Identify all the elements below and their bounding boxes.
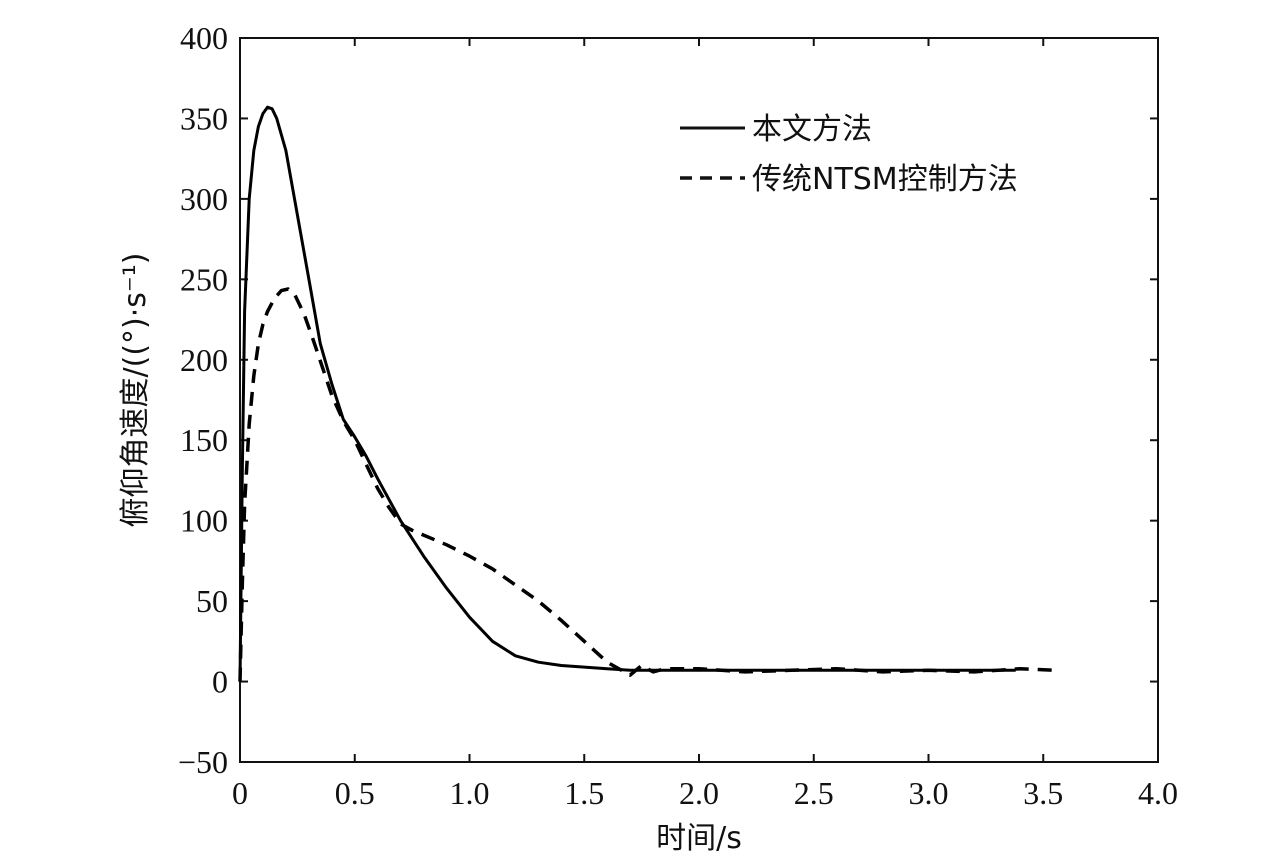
y-tick-label: 250 [180, 261, 228, 297]
y-tick-label: 200 [180, 342, 228, 378]
x-tick-label: 1.5 [564, 775, 604, 811]
x-tick-label: 3.5 [1023, 775, 1063, 811]
y-tick-label: 50 [196, 583, 228, 619]
ticks-layer: 0 0.5 1.0 1.5 2.0 2.5 3.0 3.5 4.0 400 350 300 250 200… [178, 20, 1178, 811]
y-tick-label: −50 [178, 744, 228, 780]
series-line-2 [238, 287, 1058, 682]
x-tick-label: 4.0 [1138, 775, 1178, 811]
y-tick-label: 0 [212, 664, 228, 700]
legend: 本文方法 传统NTSM控制方法 [680, 112, 1018, 197]
x-tick-label: 2.5 [794, 775, 834, 811]
series-layer [238, 105, 1058, 682]
x-tick-label: 0.5 [335, 775, 375, 811]
x-tick-label: 0 [232, 775, 248, 811]
x-tick-label: 3.0 [909, 775, 949, 811]
y-tick-label: 350 [180, 100, 228, 136]
y-axis-title: 俯仰角速度/((°)·s⁻¹) [118, 253, 153, 528]
plot-frame [239, 37, 1159, 763]
y-tick-label: 150 [180, 422, 228, 458]
y-tick-label: 300 [180, 181, 228, 217]
y-tick-label: 400 [180, 20, 228, 56]
x-tick-label: 1.0 [450, 775, 490, 811]
legend-label-2: 传统NTSM控制方法 [752, 162, 1018, 197]
y-tick-label: 100 [180, 503, 228, 539]
series-line-1 [238, 105, 1016, 682]
x-axis-title: 时间/s [656, 821, 742, 856]
x-tick-label: 2.0 [679, 775, 719, 811]
legend-label-1: 本文方法 [752, 112, 872, 147]
